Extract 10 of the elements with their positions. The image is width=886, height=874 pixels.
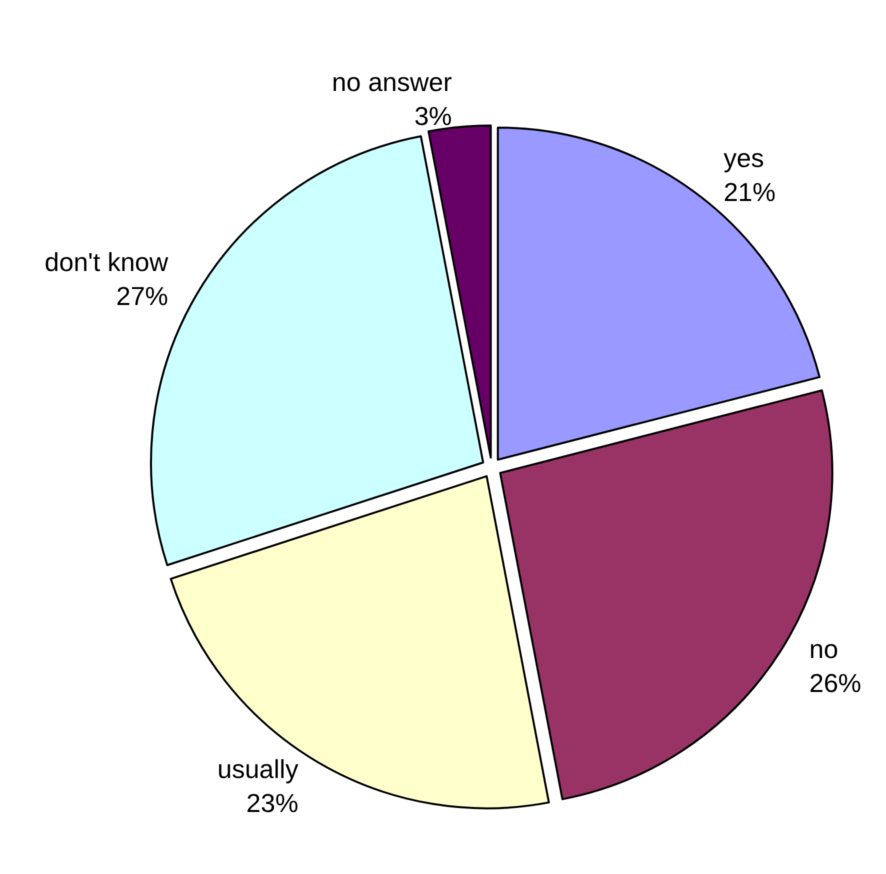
data-label: 21%	[724, 177, 776, 208]
slice-label: no	[809, 634, 838, 664]
data-label: 26%	[809, 668, 862, 698]
slice-label: don't know	[44, 247, 168, 278]
data-label: 27%	[116, 281, 168, 312]
slice-label: usually	[217, 754, 298, 784]
slice-label: yes	[724, 143, 764, 174]
data-label: 23%	[246, 788, 298, 818]
slice-label: no answer	[332, 67, 452, 98]
data-label: 3%	[414, 101, 452, 132]
